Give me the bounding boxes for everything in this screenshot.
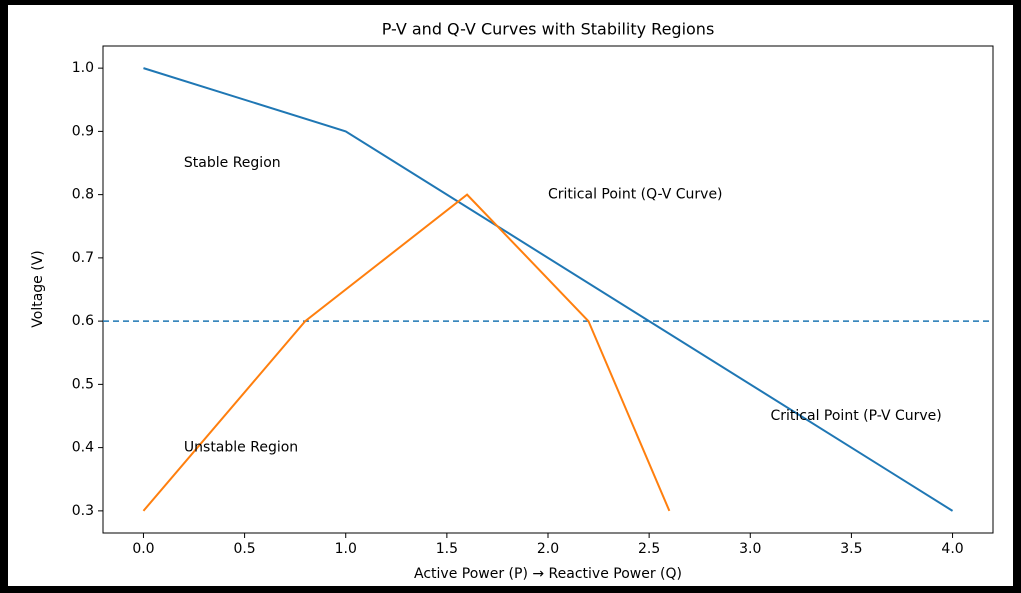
series-line [143, 67, 954, 512]
y-tick-label: 0.3 [72, 503, 94, 519]
x-tick-label: 0.0 [132, 541, 154, 557]
x-axis-label: Active Power (P) → Reactive Power (Q) [414, 566, 682, 582]
series-line [142, 193, 671, 512]
y-tick-label: 0.8 [72, 187, 94, 203]
chart-title: P-V and Q-V Curves with Stability Region… [382, 20, 715, 39]
y-tick-label: 0.7 [72, 250, 94, 266]
x-tick-label: 3.5 [840, 541, 862, 557]
x-tick-label: 1.0 [335, 541, 357, 557]
x-tick-label: 3.0 [739, 541, 761, 557]
x-tick-label: 1.5 [436, 541, 458, 557]
x-tick-label: 2.0 [537, 541, 559, 557]
annotation: Unstable Region [184, 440, 298, 456]
y-tick-label: 0.6 [72, 313, 94, 329]
annotation: Stable Region [184, 155, 281, 171]
y-tick-label: 0.5 [72, 376, 94, 392]
y-axis-label: Voltage (V) [30, 250, 46, 327]
y-tick-label: 0.4 [72, 440, 94, 456]
x-tick-label: 4.0 [941, 541, 963, 557]
annotation: Critical Point (Q-V Curve) [548, 187, 723, 203]
annotation: Critical Point (P-V Curve) [771, 408, 942, 424]
canvas [8, 5, 1013, 586]
y-tick-label: 1.0 [72, 60, 94, 76]
x-tick-label: 2.5 [638, 541, 660, 557]
y-tick-label: 0.9 [72, 123, 94, 139]
x-tick-label: 0.5 [233, 541, 255, 557]
